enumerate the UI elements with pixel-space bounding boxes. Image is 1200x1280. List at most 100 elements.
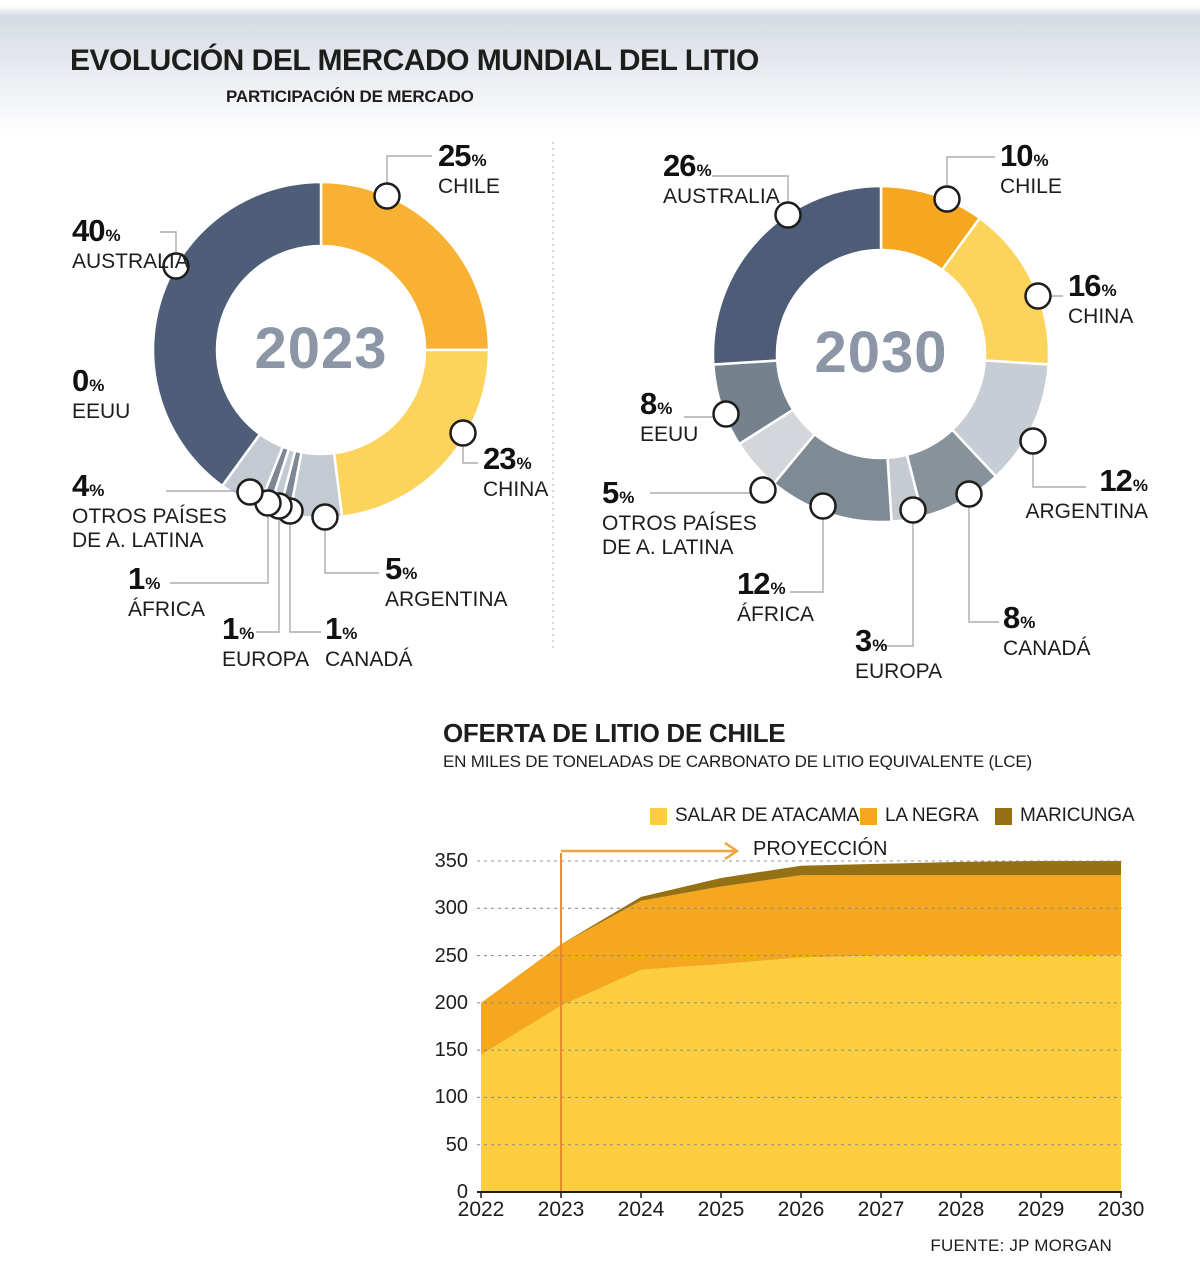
donut-label-2030-china: 16% CHINA xyxy=(1068,270,1133,329)
donut-label-2030-argentina: 12% ARGENTINA xyxy=(1025,465,1148,524)
donut-label-value: 1% xyxy=(128,561,161,596)
y-axis-tick-label: 250 xyxy=(434,944,468,967)
donut-label-country: CANADÁ xyxy=(1003,637,1091,660)
donut-label-value: 8% xyxy=(1003,600,1036,635)
y-axis-tick-label: 50 xyxy=(445,1133,468,1156)
donut-label-value: 12% xyxy=(737,566,786,601)
donut-label-2023-chile: 25% CHILE xyxy=(438,140,500,199)
leader-dot xyxy=(749,476,777,504)
donut-label-2030-europa: 3% EUROPA xyxy=(855,625,942,684)
percent-sign: % xyxy=(402,564,418,583)
projection-arrow-head xyxy=(724,841,740,861)
y-axis-tick-label: 300 xyxy=(434,897,468,920)
donut-label-country: CHINA xyxy=(1068,305,1134,328)
area-series-la-negra xyxy=(481,875,1121,1055)
percent-sign: % xyxy=(89,481,105,500)
leader-dot xyxy=(809,492,837,520)
donut-label-value: 8% xyxy=(640,386,673,421)
donut-label-2023-argentina: 5% ARGENTINA xyxy=(385,553,508,612)
donut-label-value: 1% xyxy=(325,611,358,646)
legend-item-la-negra: LA NEGRA xyxy=(860,805,979,826)
donut-label-2030-australia: 26% AUSTRALIA xyxy=(663,150,780,209)
leader-dot xyxy=(774,201,802,229)
donut-label-country: AUSTRALIA xyxy=(663,185,780,208)
percent-sign: % xyxy=(770,579,786,598)
source-credit: FUENTE: JP MORGAN xyxy=(930,1236,1112,1255)
page-title: EVOLUCIÓN DEL MERCADO MUNDIAL DEL LITIO xyxy=(70,44,759,77)
donut-label-country: EUROPA xyxy=(222,648,310,671)
donut-label-2023-australia: 40% AUSTRALIA xyxy=(72,215,189,274)
percent-sign: % xyxy=(342,624,358,643)
donut-label-country: EEUU xyxy=(640,423,699,446)
legend-label: LA NEGRA xyxy=(885,805,979,826)
leader-dot xyxy=(1024,282,1052,310)
donut-label-value: 0% xyxy=(72,363,105,398)
x-axis-tick-label: 2026 xyxy=(777,1198,825,1221)
y-axis-tick-label: 200 xyxy=(434,991,468,1014)
leader-dot xyxy=(449,419,477,447)
leader-line xyxy=(170,505,269,584)
donut-label-country: CHILE xyxy=(438,175,500,198)
leader-dot xyxy=(955,480,983,508)
donut-label-value: 4% xyxy=(72,468,105,503)
legend-label: SALAR DE ATACAMA xyxy=(675,805,860,826)
donut-label-2023-canada: 1% CANADÁ xyxy=(325,613,413,672)
donut-label-2030-africa: 12% ÁFRICA xyxy=(737,568,814,627)
donut-label-country: AUSTRALIA xyxy=(72,250,189,273)
leader-dot xyxy=(311,503,339,531)
legend-swatch xyxy=(995,807,1012,825)
donut-label-2023-otros-paises-de-a-latina: 4% OTROS PAÍSES DE A. LATINA xyxy=(72,470,227,552)
donut-label-value: 3% xyxy=(855,623,888,658)
donut-label-country: CANADÁ xyxy=(325,648,413,671)
donut-label-value: 40% xyxy=(72,213,121,248)
donut-label-value: 26% xyxy=(663,148,712,183)
donut-label-country: OTROS PAÍSES DE A. LATINA xyxy=(602,512,757,559)
leader-line xyxy=(256,508,280,633)
leader-line xyxy=(790,508,824,593)
leader-line xyxy=(289,512,321,633)
donut-label-country: EUROPA xyxy=(855,660,943,683)
leader-dot xyxy=(899,496,927,524)
x-axis-tick-label: 2023 xyxy=(537,1198,585,1221)
donut-label-value: 12% xyxy=(1099,463,1148,498)
donut-label-2023-china: 23% CHINA xyxy=(483,443,548,502)
percent-sign: % xyxy=(1020,613,1036,632)
leader-line xyxy=(324,518,379,574)
leader-line xyxy=(1032,442,1086,488)
page-subtitle: PARTICIPACIÓN DE MERCADO xyxy=(226,87,474,106)
x-axis-tick-label: 2024 xyxy=(617,1198,665,1221)
donut-label-country: CHILE xyxy=(1000,175,1062,198)
donut-label-2030-canada: 8% CANADÁ xyxy=(1003,602,1091,661)
leader-dot xyxy=(712,400,740,428)
donut-2030-slice-australia xyxy=(711,184,883,366)
donut-label-value: 5% xyxy=(385,551,418,586)
leader-dot xyxy=(1019,427,1047,455)
donut-label-value: 16% xyxy=(1068,268,1117,303)
donut-label-2023-eeuu: 0% EEUU xyxy=(72,365,130,424)
donut-label-2030-chile: 10% CHILE xyxy=(1000,140,1062,199)
percent-sign: % xyxy=(145,574,161,593)
donut-label-country: ÁFRICA xyxy=(737,603,815,626)
area-series-maricunga xyxy=(481,861,1121,1003)
donut-year-label: 2030 xyxy=(814,320,948,386)
donut-year-label: 2023 xyxy=(254,316,388,382)
y-axis-tick-label: 350 xyxy=(434,850,468,872)
y-axis-tick-label: 100 xyxy=(434,1086,468,1109)
leader-dot xyxy=(162,252,190,280)
x-axis-tick-label: 2025 xyxy=(697,1198,745,1221)
percent-sign: % xyxy=(1033,151,1049,170)
area-series-salar-de-atacama xyxy=(481,955,1121,1192)
supply-chart-subtitle: EN MILES DE TONELADAS DE CARBONATO DE LI… xyxy=(443,752,1032,771)
percent-sign: % xyxy=(516,454,532,473)
donut-2023-slice-china xyxy=(332,348,491,519)
legend-swatch xyxy=(860,807,877,825)
donut-label-value: 10% xyxy=(1000,138,1049,173)
donut-label-2030-eeuu: 8% EEUU xyxy=(640,388,698,447)
percent-sign: % xyxy=(1101,281,1117,300)
y-axis-tick-label: 150 xyxy=(434,1039,468,1062)
percent-sign: % xyxy=(696,161,712,180)
projection-label: PROYECCIÓN xyxy=(753,838,888,860)
donut-label-2023-africa: 1% ÁFRICA xyxy=(128,563,205,622)
percent-sign: % xyxy=(619,488,635,507)
